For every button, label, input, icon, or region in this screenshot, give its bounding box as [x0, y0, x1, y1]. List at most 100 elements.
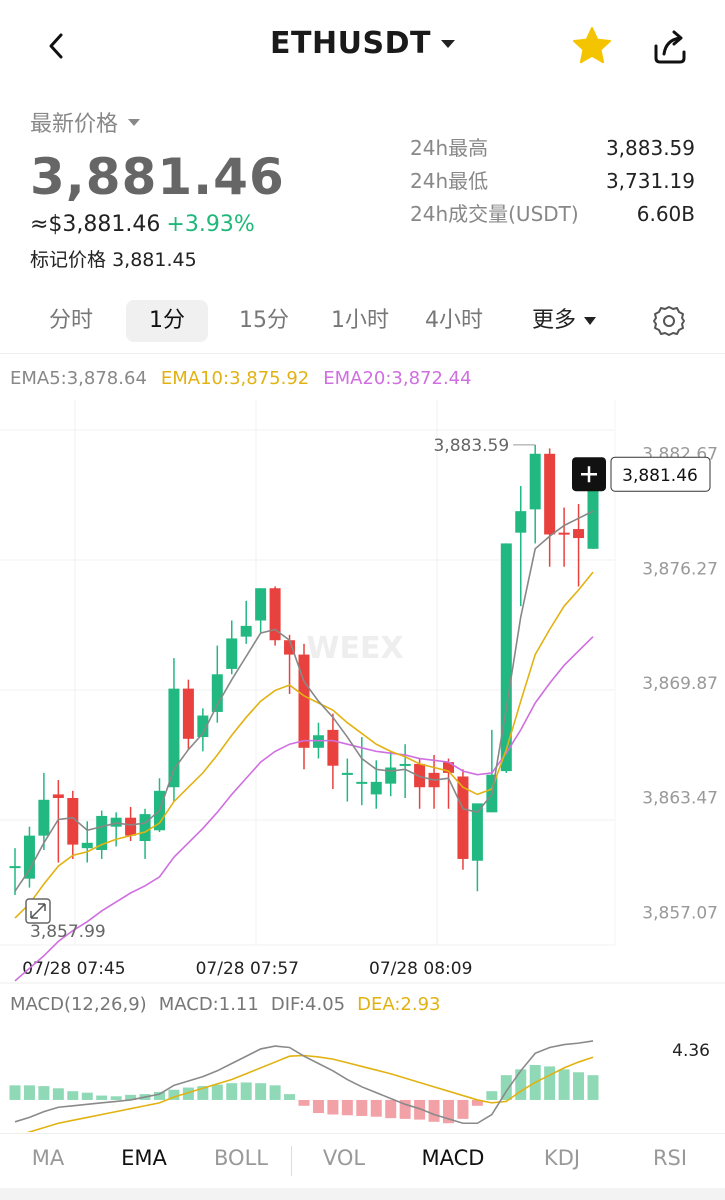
candle-body — [471, 803, 483, 861]
indicator-rsi[interactable]: RSI — [652, 1146, 688, 1170]
share-icon — [654, 30, 686, 64]
tab-timeframe[interactable]: 15分 — [239, 308, 289, 333]
gear-icon — [653, 306, 685, 336]
candle-body — [515, 511, 527, 533]
share-button[interactable] — [648, 24, 692, 68]
low-label: 3,857.99 — [30, 922, 106, 942]
stat-label: 24h成交量(USDT) — [410, 202, 579, 226]
stat-label: 24h最高 — [410, 136, 489, 160]
candle-body — [356, 781, 368, 784]
candle-body — [67, 797, 79, 845]
candle-body — [341, 772, 353, 775]
price-type-label: 最新价格 — [30, 112, 119, 137]
caret-down-icon — [584, 317, 596, 325]
ema5-line — [14, 510, 594, 892]
mark-price-line: 标记价格 3,881.45 — [30, 245, 390, 272]
chevron-left-icon — [49, 33, 63, 59]
macd-histogram-bar — [67, 1091, 79, 1100]
macd-histogram-bar — [544, 1066, 556, 1100]
candle-body — [110, 817, 122, 827]
indicator-macd[interactable]: MACD — [421, 1146, 485, 1170]
candle-body — [182, 688, 194, 739]
price-block: 最新价格 3,881.46 ≈$3,881.46 +3.93% 标记价格 3,88… — [30, 106, 390, 272]
macd-value: MACD:1.11 — [158, 994, 259, 1015]
macd-histogram-bar — [197, 1086, 209, 1100]
candle-body — [211, 674, 223, 712]
x-axis-labels: 07/28 07:45 07/28 07:57 07/28 08:09 — [22, 959, 472, 979]
favorite-button[interactable] — [570, 24, 614, 68]
tab-timeframe[interactable]: 4小时 — [425, 308, 483, 333]
candle-body — [558, 532, 570, 535]
macd-histogram-bar — [399, 1099, 411, 1119]
y-tick-label: 3,876.27 — [642, 559, 718, 579]
high-label: 3,883.59 — [433, 436, 509, 456]
stat-row: 24h成交量(USDT) 6.60B — [410, 198, 695, 231]
symbol-title: ETHUSDT — [270, 26, 431, 61]
macd-histogram-bar — [154, 1091, 165, 1100]
candle-body — [312, 735, 324, 748]
macd-histogram-bar — [428, 1099, 440, 1122]
current-price-tag — [610, 456, 711, 492]
macd-histogram-bar — [486, 1091, 498, 1100]
candle-body — [443, 762, 454, 773]
chart-settings-button[interactable] — [652, 304, 686, 338]
candlestick-chart[interactable]: WEEX 3,882.673,876.273,869.873,863.473,8… — [0, 354, 725, 1132]
macd-histogram-bar — [312, 1099, 324, 1114]
macd-histogram-bar — [443, 1099, 454, 1124]
tab-more[interactable]: 更多 — [516, 300, 612, 342]
candle-body — [399, 763, 411, 766]
macd-histogram-bar — [385, 1099, 397, 1119]
x-tick-label: 07/28 08:09 — [369, 959, 472, 979]
ema5-value: EMA5:3,878.64 — [10, 368, 147, 389]
indicator-ema[interactable]: EMA — [121, 1146, 167, 1170]
back-button[interactable] — [36, 26, 76, 66]
indicator-boll[interactable]: BOLL — [214, 1146, 268, 1170]
macd-histogram-bar — [211, 1084, 223, 1100]
mark-price-value: 3,881.45 — [112, 249, 197, 271]
macd-histogram-bar — [573, 1072, 585, 1100]
candle-body — [269, 588, 281, 641]
macd-histogram-bar — [125, 1094, 137, 1100]
indicator-vol[interactable]: VOL — [322, 1146, 366, 1170]
last-price: 3,881.46 — [30, 148, 285, 206]
tab-timeframe[interactable]: 1小时 — [331, 308, 389, 333]
macd-histogram-bar — [255, 1083, 267, 1100]
macd-histogram-bar — [240, 1082, 252, 1100]
symbol-selector[interactable]: ETHUSDT — [270, 26, 455, 61]
stat-value: 6.60B — [636, 202, 695, 226]
candle-body — [500, 543, 512, 772]
tab-more-label: 更多 — [531, 308, 576, 333]
macd-histogram-bar — [81, 1092, 93, 1100]
candle-body — [139, 814, 151, 842]
macd-histogram-bar — [414, 1099, 426, 1120]
stat-row: 24h最低 3,731.19 — [410, 165, 695, 198]
macd-histogram-bar — [341, 1099, 353, 1116]
macd-histogram-bar — [269, 1085, 281, 1100]
timeframe-tabs: 分时 1分 15分 1小时 4小时 更多 — [0, 300, 725, 346]
plus-icon — [581, 466, 597, 483]
macd-histogram-bar — [471, 1099, 483, 1106]
candle-body — [23, 835, 35, 879]
tab-timeframe-active[interactable]: 1分 — [126, 300, 208, 342]
bottom-strip — [0, 1188, 725, 1200]
tab-timeframe[interactable]: 分时 — [48, 308, 93, 333]
indicator-kdj[interactable]: KDJ — [543, 1146, 581, 1170]
dea-value: DEA:2.93 — [357, 994, 441, 1015]
macd-histogram-bar — [327, 1099, 339, 1115]
indicator-ma[interactable]: MA — [31, 1146, 65, 1170]
candle-body — [226, 638, 238, 669]
ema-lines — [14, 510, 594, 982]
macd-panel: 4.36 — [9, 1040, 710, 1132]
candle-body — [385, 767, 397, 784]
usd-price: ≈$3,881.46 — [30, 212, 161, 237]
usd-price-line: ≈$3,881.46 +3.93% — [30, 212, 390, 237]
star-icon — [573, 27, 611, 64]
candle-body — [457, 776, 469, 859]
price-type-selector[interactable]: 最新价格 — [30, 106, 390, 138]
candle-body — [9, 866, 21, 869]
macd-histogram-bar — [457, 1099, 469, 1119]
macd-title: MACD(12,26,9) — [10, 994, 147, 1015]
candle-body — [573, 529, 585, 539]
stat-value: 3,731.19 — [605, 169, 695, 193]
indicator-separator — [291, 1146, 292, 1176]
